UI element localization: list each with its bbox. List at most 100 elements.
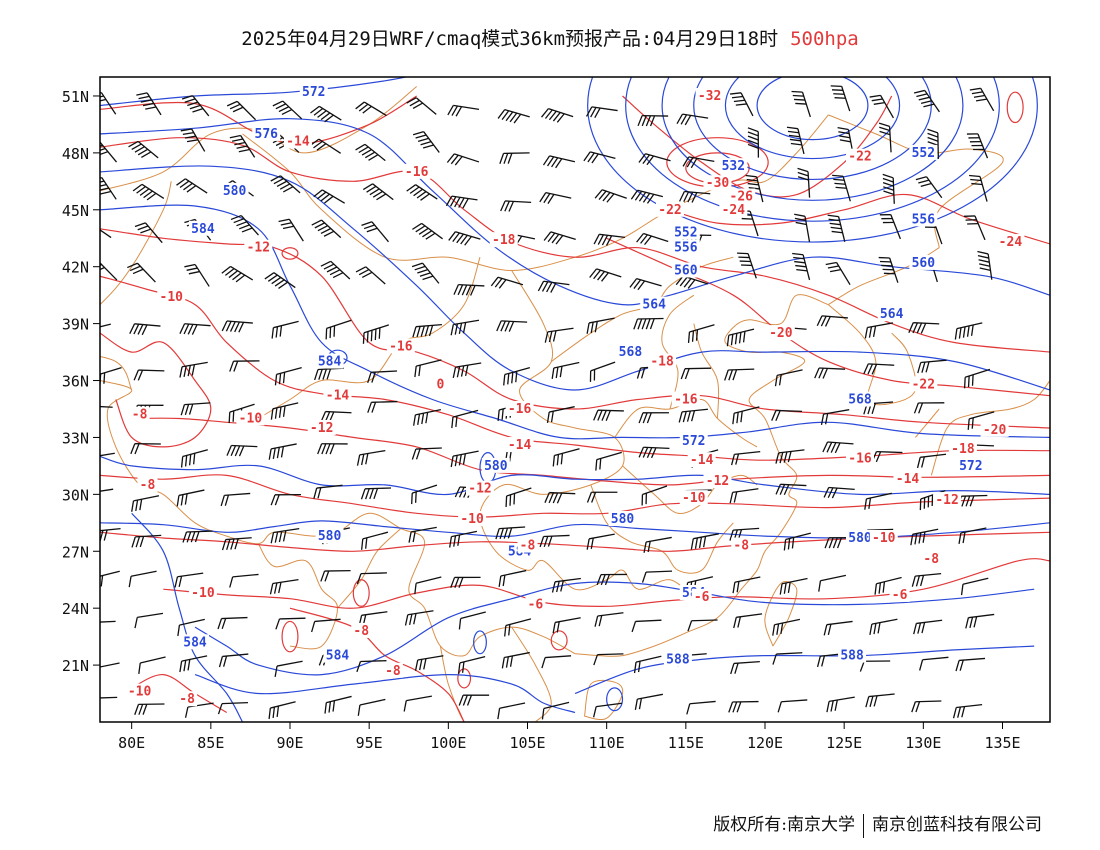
temperature-label-bg	[188, 585, 217, 600]
temperature-contour	[100, 137, 1050, 353]
wind-barb	[814, 367, 846, 379]
wind-barb	[732, 406, 760, 425]
wind-barb	[310, 105, 342, 123]
lat-tick-label: 33N	[62, 429, 89, 447]
temperature-contour	[100, 275, 1050, 461]
temperature-label: -12	[706, 474, 729, 489]
wind-barb	[414, 576, 442, 595]
wind-barb	[357, 698, 386, 716]
wind-barb	[594, 189, 627, 203]
wind-barb	[355, 266, 386, 285]
temperature-contour	[1006, 91, 1024, 124]
temperature-label: -22	[848, 150, 871, 165]
wind-barb	[633, 655, 662, 674]
geopotential-label: 580	[611, 512, 635, 527]
wind-barb	[100, 696, 118, 699]
wind-barb	[865, 693, 895, 708]
geopotential-contour	[625, 77, 1000, 222]
wind-barb	[977, 250, 993, 280]
wind-barb	[823, 620, 853, 636]
temperature-labels: -32-14-16-30-26-24-22-22-24-18-12-10-20-…	[125, 87, 1025, 707]
temperature-label: -10	[872, 531, 896, 546]
geopotential-label: 552	[912, 146, 935, 161]
wind-barb	[184, 702, 214, 718]
temperature-label-bg	[125, 683, 154, 699]
temperature-label: 0	[437, 377, 445, 392]
temperature-label: -24	[722, 203, 746, 218]
wind-barb	[960, 577, 989, 596]
wind-barb	[630, 189, 663, 204]
lon-tick-label: 125E	[826, 734, 862, 752]
temperature-label-bg	[129, 406, 150, 422]
wind-barb	[499, 152, 530, 164]
temperature-label-bg	[489, 232, 518, 248]
temperature-label-bg	[719, 201, 748, 217]
wind-barb	[967, 411, 995, 430]
wind-barb	[412, 323, 442, 338]
temperature-label-bg	[307, 419, 336, 435]
geopotential-contour	[100, 455, 1050, 496]
wind-barb	[274, 367, 302, 386]
geopotential-label: 532	[722, 159, 745, 174]
temperature-label: -20	[769, 326, 793, 341]
wind-barb	[180, 128, 206, 152]
geopotential-label: 584	[326, 649, 350, 664]
wind-barb	[585, 106, 618, 118]
geopotential-label-bg	[679, 433, 708, 449]
wind-barb	[325, 319, 352, 340]
wind-barb	[593, 233, 626, 246]
temperature-contour	[550, 630, 568, 651]
wind-barb	[406, 97, 437, 115]
geopotential-label: 580	[318, 529, 342, 544]
wind-barb	[586, 317, 615, 334]
temperature-label-bg	[382, 662, 403, 678]
wind-barb	[874, 576, 902, 595]
wind-barb	[826, 696, 855, 713]
temperature-contour	[352, 579, 370, 607]
temperature-label-bg	[727, 188, 756, 204]
wind-barb	[730, 661, 760, 675]
wind-barb	[452, 362, 482, 378]
temperature-label-bg	[687, 452, 716, 468]
wind-barb	[217, 701, 249, 715]
wind-barb	[955, 657, 986, 672]
temperature-label-bg	[731, 537, 752, 553]
wind-barb	[913, 89, 940, 113]
wind-barb	[771, 409, 802, 421]
geopotential-label-bg	[719, 158, 748, 174]
temperature-label: -10	[191, 586, 215, 601]
wind-barb	[745, 174, 764, 203]
lat-tick-label: 30N	[62, 486, 89, 504]
geopotential-label-bg	[481, 457, 510, 473]
temperature-label: -16	[674, 393, 698, 408]
wind-barb	[411, 447, 442, 460]
lon-tick-label: 130E	[905, 734, 941, 752]
wind-barb	[134, 703, 165, 715]
wind-barb	[128, 570, 157, 588]
wind-barb	[747, 127, 760, 158]
wind-barb	[911, 700, 942, 713]
temperature-label: -14	[508, 438, 532, 453]
wind-barb	[916, 453, 947, 469]
wind-barb	[268, 443, 297, 460]
wind-barb	[131, 534, 162, 548]
geopotential-label-bg	[956, 457, 985, 473]
temperature-label: -18	[650, 355, 674, 370]
wind-barb	[863, 363, 895, 375]
geopotential-label: 572	[302, 85, 325, 100]
geopotential-contour	[661, 77, 964, 201]
wind-barb	[500, 200, 532, 212]
geopotential-label: 564	[642, 298, 666, 313]
geopotential-label: 580	[848, 531, 872, 546]
wind-barb	[551, 361, 580, 379]
wind-barb	[504, 618, 532, 637]
temperature-label-bg	[846, 148, 874, 164]
geopotential-label-bg	[323, 647, 352, 663]
temperature-label: -14	[690, 453, 714, 468]
wind-barb	[631, 619, 662, 633]
wind-barb	[131, 495, 160, 512]
wind-barb	[636, 232, 669, 246]
wind-barb	[540, 107, 574, 123]
lon-tick-label: 120E	[747, 734, 783, 752]
wind-barb	[270, 493, 302, 506]
